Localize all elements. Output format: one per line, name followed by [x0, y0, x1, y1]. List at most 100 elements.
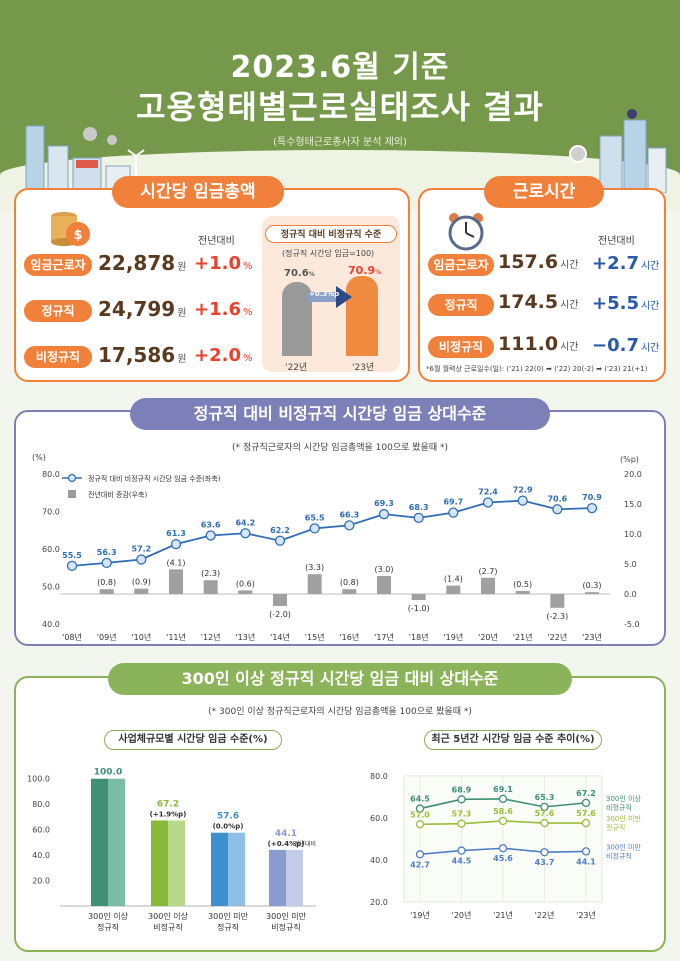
level-point [66, 560, 78, 572]
level-point [344, 520, 355, 531]
trend5-series-label-line2: 비정규직 [606, 851, 632, 860]
trend5-point-label: 67.2 [576, 789, 596, 798]
y-left-tick: 70.0 [42, 508, 60, 517]
change-bar-label: (0.6) [236, 579, 255, 588]
wage-change-all: +1.0% [194, 253, 253, 274]
trend5-series-label-line1: 300인 이상 [606, 794, 641, 803]
mini-label-22: '22년 [285, 363, 308, 373]
trend5-point [457, 819, 466, 828]
level-point-label: 69.7 [443, 498, 463, 507]
size-bar-left-half [269, 849, 286, 906]
trend-note: (* 정규직근로자의 시간당 임금총액을 100으로 봤을때 *) [232, 443, 448, 453]
size-bar-left-half [91, 778, 108, 906]
change-bar-label: (-1.0) [408, 604, 430, 613]
size-bar-left-half [151, 820, 168, 906]
legend-label-bar: 전년대비 증감(우축) [88, 490, 147, 499]
trend5-point [498, 794, 508, 804]
x-tick-label: '10년 [131, 632, 151, 642]
level-point [170, 538, 182, 550]
change-bar-label: (1.4) [444, 575, 463, 584]
size-note: (* 300인 이상 정규직근로자의 시간당 임금총액을 100으로 봤을때 *… [208, 707, 472, 717]
trend-chart: (%) (%p) 40.0 50.0 60.0 70.0 80.0 -5.0 0.0 5.0 10.… [32, 453, 642, 642]
trend5-point [415, 820, 425, 829]
trend5-point-label: 57.0 [410, 810, 430, 819]
trend5-point-label: 57.6 [535, 809, 555, 818]
svg-text:$: $ [73, 228, 82, 243]
mini-bar-22 [282, 281, 312, 356]
x-tick-label: '23년 [582, 632, 602, 642]
legend-bar-swatch [68, 490, 76, 498]
level-point-label: 63.6 [201, 521, 221, 530]
trend5-point [540, 818, 549, 828]
change-bar [550, 594, 565, 608]
change-bar-label: (-2.0) [269, 610, 291, 619]
change-bar [99, 589, 114, 594]
size-bar-value: 67.2 [157, 799, 179, 809]
hours-change-all: +2.7 시간 [592, 253, 660, 274]
wage-value-nonregular: 17,586 원 [98, 343, 187, 367]
trend5-point-label: 44.1 [576, 857, 596, 866]
trend5-series-label-line2: 비정규직 [606, 803, 632, 812]
trend5-point [415, 804, 425, 813]
size-bar-category-line2: 정규직 [97, 922, 119, 932]
level-point [413, 512, 424, 524]
y-left-tick: 50.0 [42, 583, 60, 592]
x-tick-label: '21년 [493, 910, 513, 920]
wage-row-label-nonregular: 비정규직 [24, 346, 92, 368]
size-bar-right-half [286, 849, 303, 906]
trend5-point [415, 850, 425, 859]
change-bar-label: (0.5) [513, 580, 532, 589]
size-bar-left-half [211, 832, 228, 906]
subtitle: (특수형태근로종사자 분석 제외) [273, 137, 407, 148]
trend5-chart: 20.0 40.0 60.0 80.0 64.5 68.9 69.1 65.3 67.2 300인… [370, 772, 641, 920]
y-left-tick: 80.0 [42, 470, 60, 479]
change-bar [585, 592, 599, 594]
x-tick-label: '23년 [576, 910, 596, 920]
y-right-tick: 15.0 [624, 500, 642, 509]
size-panel-title: 300인 이상 정규직 시간당 임금 대비 상대수준 [108, 663, 572, 695]
size-bar-category-line2: 비정규직 [153, 922, 182, 932]
trend5-point-label: 44.5 [452, 857, 472, 866]
level-point [552, 504, 563, 515]
mini-ratio-note: (정규직 시간당 임금=100) [282, 249, 375, 258]
trend5-point-label: 58.6 [493, 807, 513, 816]
change-bar [307, 574, 322, 594]
mini-bar-23 [346, 275, 378, 356]
level-point-label: 68.3 [409, 503, 429, 512]
mini-value-23: 70.9% [348, 264, 382, 277]
x-tick-label: '16년 [339, 632, 359, 642]
trend5-point [498, 844, 508, 853]
x-tick-label: '15년 [305, 632, 325, 642]
hours-row-label-all: 임금근로자 [428, 254, 494, 276]
size-bar-value: 57.6 [217, 812, 239, 822]
level-point-label: 64.2 [235, 518, 255, 527]
wage-value-all: 22,878 원 [98, 251, 187, 275]
hours-panel-title: 근로시간 [484, 176, 604, 208]
x-tick-label: '14년 [270, 632, 290, 642]
mini-arrow-icon [308, 286, 352, 308]
trend-panel-title: 정규직 대비 비정규직 시간당 임금 상대수준 [130, 398, 550, 430]
trend5-point-label: 57.3 [452, 810, 472, 819]
size-bar-chart-title: 사업체규모별 시간당 임금 수준(%) [104, 730, 282, 750]
x-tick-label: '20년 [452, 910, 472, 920]
y-right-tick: 10.0 [624, 530, 642, 539]
title-line2: 고용형태별근로실태조사 결과 [136, 88, 544, 126]
mini-delta: +0.3%p [309, 290, 340, 298]
y-tick: 40.0 [370, 856, 388, 865]
size-bar-right-half [228, 832, 245, 906]
level-point [448, 507, 459, 518]
level-point-label: 57.2 [131, 545, 151, 554]
x-tick-label: '12년 [201, 632, 221, 642]
size-bar-right-half [168, 820, 185, 906]
hours-change-nonregular: −0.7 시간 [592, 335, 660, 356]
hours-footnote: *6월 월력상 근로일수(일): ('21) 22(0) ➡ ('22) 20(… [426, 365, 648, 373]
size-bar-value: 44.1 [275, 829, 297, 839]
change-bar-label: (0.9) [132, 578, 151, 587]
level-point [517, 495, 528, 506]
y-right-tick: 0.0 [624, 590, 637, 599]
size-bar-category-line1: 300인 미만 [208, 911, 249, 921]
x-tick-label: '11년 [166, 632, 186, 642]
hours-value-all: 157.6 시간 [498, 251, 579, 273]
level-point-label: 66.3 [339, 510, 359, 519]
